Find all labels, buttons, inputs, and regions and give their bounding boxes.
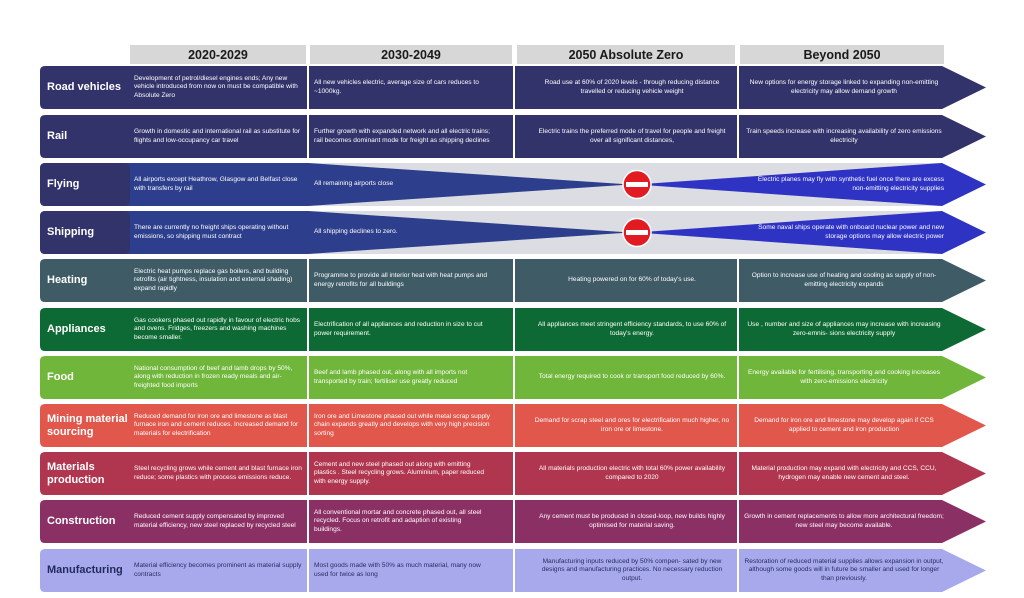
- row-band-manufacturing: [40, 549, 986, 592]
- cell-rail-beyond-2050: Train speeds increase with increasing av…: [746, 127, 942, 144]
- row-band-flying: [40, 163, 986, 206]
- cell-manufacturing-2030-2049: Most goods made with 50% as much materia…: [314, 561, 481, 578]
- row-decline-wedge: [40, 163, 630, 206]
- cell-mining-material-sourcing-2020-2029: Reduced demand for iron ore and limeston…: [134, 412, 299, 437]
- cell-materials-production-2020-2029: Steel recycling grows while cement and b…: [134, 464, 302, 481]
- cell-appliances-2050: All appliances meet stringent efficiency…: [537, 320, 727, 337]
- cell-construction-2050: Any cement must be produced in closed-lo…: [539, 512, 725, 529]
- cell-heating-2030-2049: Programme to provide all interior heat w…: [314, 271, 487, 288]
- cell-flying-2020-2029: All airports except Heathrow, Glasgow an…: [134, 175, 298, 192]
- cell-heating-2050: Heating powered on for 60% of today's us…: [568, 276, 696, 284]
- row-band-heating: [40, 259, 986, 302]
- row-label-block: [40, 211, 130, 254]
- row-band-construction: [40, 500, 986, 543]
- cell-road-vehicles-2050: Road use at 60% of 2020 levels - through…: [544, 78, 720, 95]
- cell-rail-2020-2029: Growth in domestic and international rai…: [134, 127, 301, 144]
- column-header-2030-2049: 2030-2049: [310, 45, 512, 64]
- row-label-block: [40, 163, 130, 206]
- row-band-road-vehicles: [40, 66, 986, 109]
- cell-construction-2020-2029: Reduced cement supply compensated by imp…: [134, 512, 296, 529]
- cell-manufacturing-beyond-2050: Restoration of reduced material supplies…: [744, 557, 944, 582]
- cell-shipping-2020-2029: There are currently no freight ships ope…: [134, 223, 289, 240]
- cell-food-2020-2029: National consumption of beef and lamb dr…: [134, 364, 293, 389]
- cell-food-2030-2049: Beef and lamb phased out, along with all…: [314, 368, 468, 385]
- row-label-appliances: Appliances: [47, 323, 106, 335]
- cell-food-2050: Total energy required to cook or transpo…: [538, 373, 726, 381]
- row-label-food: Food: [47, 371, 74, 383]
- row-growth-wedge: [636, 211, 986, 254]
- cell-manufacturing-2050: Manufacturing inputs reduced by 50% comp…: [541, 557, 723, 582]
- cell-heating-2020-2029: Electric heat pumps replace gas boilers,…: [134, 267, 293, 292]
- cell-mining-material-sourcing-2030-2049: Iron ore and Limestone phased out while …: [314, 412, 490, 437]
- row-label-construction: Construction: [47, 515, 116, 527]
- no-entry-icon: [622, 169, 652, 200]
- row-label-mining-material-sourcing: Mining material sourcing: [47, 412, 128, 438]
- row-growth-wedge: [636, 163, 986, 206]
- column-header-2050-absolute-zero: 2050 Absolute Zero: [517, 45, 735, 64]
- row-band-rail: [40, 115, 986, 158]
- cell-materials-production-2030-2049: Cement and new steel phased out along wi…: [314, 460, 485, 485]
- cell-flying-beyond-2050: Electric planes may fly with synthetic f…: [757, 175, 944, 192]
- cell-appliances-2020-2029: Gas cookers phased out rapidly in favour…: [134, 316, 301, 341]
- cell-materials-production-beyond-2050: Material production may expand with elec…: [751, 464, 937, 481]
- column-header-bar: 2020-2029 2030-2049 2050 Absolute Zero B…: [0, 0, 1024, 64]
- row-band-materials-production: [40, 452, 986, 495]
- cell-appliances-2030-2049: Electrification of all appliances and re…: [314, 320, 483, 337]
- column-header-beyond-2050: Beyond 2050: [740, 45, 944, 64]
- cell-road-vehicles-beyond-2050: New options for energy storage linked to…: [749, 78, 939, 95]
- row-decline-wedge: [40, 211, 630, 254]
- cell-road-vehicles-2030-2049: All new vehicles electric, average size …: [314, 78, 479, 95]
- row-band-appliances: [40, 308, 986, 351]
- row-label-flying: Flying: [47, 178, 80, 190]
- cell-shipping-2030-2049: All shipping declines to zero.: [314, 228, 398, 236]
- row-band-mining-material-sourcing: [40, 404, 986, 447]
- cell-rail-2030-2049: Further growth with expanded network and…: [314, 127, 490, 144]
- cell-flying-2030-2049: All remaining airports close: [314, 180, 394, 188]
- cell-appliances-beyond-2050: Use , number and size of appliances may …: [747, 320, 941, 337]
- cell-manufacturing-2020-2029: Material efficiency becomes prominent as…: [134, 561, 302, 578]
- cell-construction-beyond-2050: Growth in cement replacements to allow m…: [744, 512, 944, 529]
- row-label-materials-production: Materials production: [47, 460, 105, 486]
- cell-rail-2050: Electric trains the preferred mode of tr…: [538, 127, 726, 144]
- row-label-road-vehicles: Road vehicles: [47, 81, 121, 93]
- cell-construction-2030-2049: All conventional mortar and concrete pha…: [314, 508, 482, 533]
- row-label-manufacturing: Manufacturing: [47, 564, 123, 576]
- cell-materials-production-2050: All materials production electric with t…: [538, 464, 726, 481]
- cell-road-vehicles-2020-2029: Development of petrol/diesel engines end…: [134, 74, 298, 99]
- row-label-shipping: Shipping: [47, 226, 95, 238]
- cell-shipping-beyond-2050: Some naval ships operate with onboard nu…: [758, 223, 944, 240]
- row-label-heating: Heating: [47, 274, 88, 286]
- row-band-shipping: [40, 211, 986, 254]
- column-header-2020-2029: 2020-2029: [130, 45, 306, 64]
- no-entry-icon: [622, 217, 652, 248]
- row-label-rail: Rail: [47, 130, 68, 142]
- cell-mining-material-sourcing-2050: Demand for scrap steel and ores for elec…: [534, 416, 730, 433]
- cell-heating-beyond-2050: Option to increase use of heating and co…: [751, 271, 937, 288]
- cell-mining-material-sourcing-beyond-2050: Demand for iron ore and limestone may de…: [754, 416, 934, 433]
- cell-food-beyond-2050: Energy available for fertilising, transp…: [747, 368, 941, 385]
- row-band-food: [40, 356, 986, 399]
